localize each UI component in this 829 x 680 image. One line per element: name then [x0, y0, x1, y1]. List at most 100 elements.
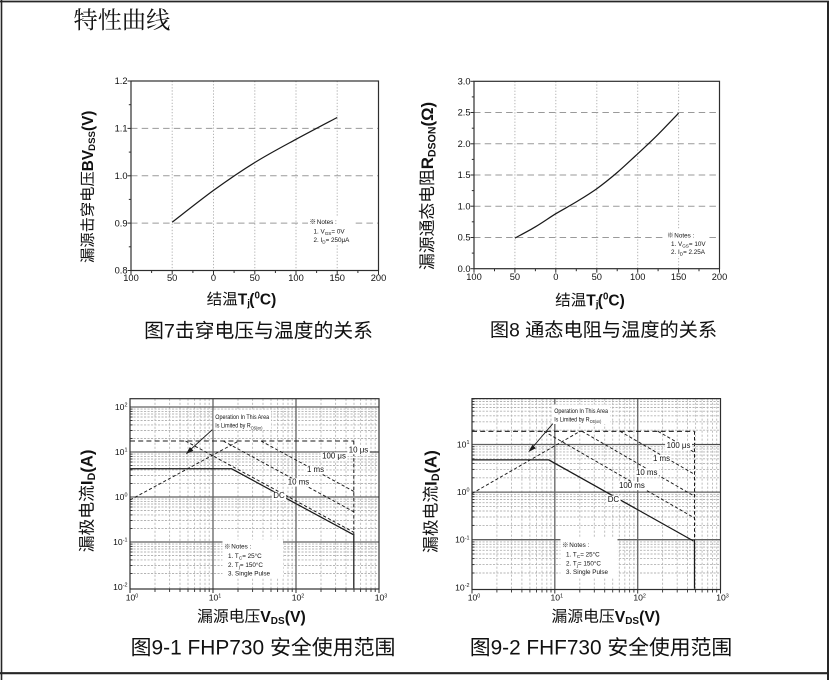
svg-text:0.9: 0.9: [115, 218, 128, 228]
svg-text:DSON: DSON: [426, 127, 438, 158]
svg-text:C: C: [577, 554, 581, 559]
svg-text:0.5: 0.5: [458, 233, 471, 243]
svg-text:GS: GS: [325, 231, 332, 236]
svg-text:100 μs: 100 μs: [322, 452, 346, 461]
svg-text:2: 2: [125, 403, 128, 409]
svg-text:3. Single Pulse: 3. Single Pulse: [228, 570, 271, 577]
svg-text:10: 10: [292, 593, 302, 603]
svg-text:1.5: 1.5: [458, 170, 471, 180]
svg-text:1. T: 1. T: [566, 552, 577, 559]
svg-text:= 0V: = 0V: [331, 229, 345, 236]
svg-text:D: D: [86, 472, 98, 480]
svg-text:0: 0: [467, 488, 470, 494]
svg-text:10: 10: [716, 593, 726, 603]
svg-text:C): C): [608, 293, 624, 310]
svg-text:C): C): [260, 292, 276, 309]
svg-text:100: 100: [630, 272, 646, 282]
svg-text:2. I: 2. I: [314, 237, 323, 244]
svg-text:10: 10: [457, 440, 467, 450]
svg-text:0: 0: [125, 493, 128, 499]
svg-text:j: j: [595, 300, 599, 311]
svg-text:(A): (A): [422, 450, 441, 473]
svg-text:1: 1: [218, 593, 221, 599]
svg-text:10: 10: [115, 447, 125, 457]
svg-text:DS(on): DS(on): [590, 419, 602, 424]
svg-text:I: I: [422, 481, 441, 486]
svg-text:10: 10: [455, 535, 465, 545]
svg-text:100: 100: [466, 272, 482, 282]
svg-text:10: 10: [115, 402, 125, 412]
svg-text:(V): (V): [285, 609, 306, 626]
svg-text:2. I: 2. I: [671, 249, 680, 256]
svg-text:2: 2: [643, 593, 646, 599]
svg-text:I: I: [78, 480, 97, 485]
svg-text:(: (: [598, 293, 604, 310]
svg-text:100: 100: [123, 273, 139, 283]
svg-text:10 μs: 10 μs: [349, 445, 369, 454]
svg-text:1: 1: [467, 440, 470, 446]
svg-text:0: 0: [135, 593, 138, 599]
svg-text:BV: BV: [80, 149, 97, 171]
svg-text:3: 3: [384, 593, 387, 599]
svg-text:V: V: [615, 609, 626, 626]
svg-text:1: 1: [125, 448, 128, 454]
svg-text:1.2: 1.2: [115, 76, 128, 86]
svg-text:(: (: [249, 292, 255, 309]
svg-text:0: 0: [603, 292, 609, 303]
svg-text:T: T: [586, 293, 596, 310]
svg-text:T: T: [238, 292, 248, 309]
svg-text:3. Single Pulse: 3. Single Pulse: [566, 569, 609, 576]
svg-text:10 ms: 10 ms: [636, 468, 658, 477]
svg-text:2. T: 2. T: [566, 561, 577, 568]
svg-text:DS: DS: [271, 616, 285, 627]
svg-text:10: 10: [551, 593, 561, 603]
svg-text:7: 7: [164, 321, 175, 343]
svg-text:DS: DS: [625, 616, 639, 627]
svg-text:Is Limited by R: Is Limited by R: [554, 417, 590, 424]
svg-text:1.1: 1.1: [115, 124, 128, 134]
svg-text:= 250μA: = 250μA: [326, 237, 351, 244]
svg-text:10: 10: [375, 593, 385, 603]
svg-text:Notes :: Notes :: [674, 233, 694, 240]
svg-text:50: 50: [592, 272, 602, 282]
svg-text:= 25°C: = 25°C: [580, 551, 600, 559]
svg-text:100 ms: 100 ms: [619, 481, 645, 490]
svg-text:j: j: [238, 565, 240, 570]
svg-text:1: 1: [560, 593, 563, 599]
svg-text:j: j: [246, 299, 250, 310]
svg-text:C: C: [239, 556, 243, 561]
svg-text:DSS: DSS: [87, 130, 98, 150]
svg-text:3: 3: [726, 593, 729, 599]
svg-text:Operation In This Area: Operation In This Area: [215, 414, 269, 421]
svg-text:DS(on): DS(on): [251, 425, 263, 430]
svg-text:DC: DC: [273, 491, 285, 500]
svg-text:10: 10: [209, 593, 219, 603]
svg-text:50: 50: [510, 272, 520, 282]
svg-text:(Ω): (Ω): [418, 102, 437, 127]
svg-text:150: 150: [329, 273, 345, 283]
svg-text:10: 10: [455, 582, 465, 592]
svg-text:1. V: 1. V: [671, 241, 683, 248]
svg-text:0: 0: [477, 593, 480, 599]
svg-text:GS: GS: [682, 244, 689, 249]
svg-text:Operation In This Area: Operation In This Area: [554, 408, 608, 415]
svg-text:8: 8: [509, 321, 520, 342]
svg-text:1 ms: 1 ms: [307, 465, 324, 474]
svg-text:9-1 FHP730: 9-1 FHP730: [152, 637, 265, 660]
svg-text:D: D: [680, 252, 684, 257]
svg-text:50: 50: [167, 273, 177, 283]
svg-text:Notes :: Notes :: [569, 542, 589, 549]
svg-text:1. T: 1. T: [228, 553, 239, 560]
svg-text:= 2.25A: = 2.25A: [683, 249, 706, 256]
svg-text:1.0: 1.0: [458, 201, 471, 211]
svg-text:= 10V: = 10V: [689, 241, 706, 248]
svg-text:3.0: 3.0: [458, 77, 471, 87]
svg-text:10: 10: [457, 487, 467, 497]
svg-text:= 25°C: = 25°C: [242, 552, 262, 560]
svg-text:10 ms: 10 ms: [288, 478, 310, 487]
svg-text:1. V: 1. V: [314, 229, 326, 236]
svg-text:j: j: [576, 563, 578, 568]
svg-text:200: 200: [712, 272, 728, 282]
svg-text:(V): (V): [639, 609, 660, 626]
svg-text:0.0: 0.0: [458, 264, 471, 274]
